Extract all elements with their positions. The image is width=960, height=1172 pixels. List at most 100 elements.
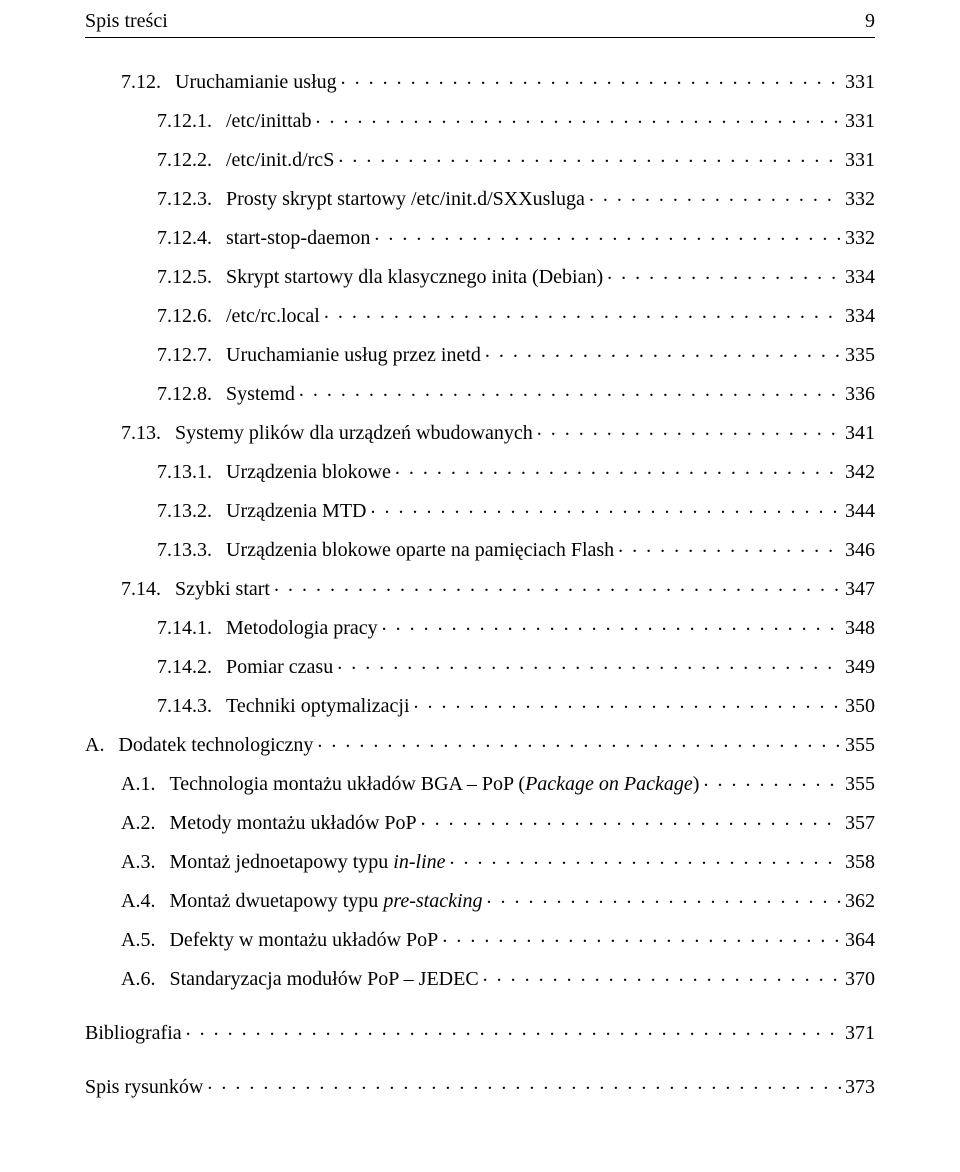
toc-title: start-stop-daemon (226, 228, 370, 248)
toc-leader-dots (367, 497, 846, 517)
toc-leader-dots (312, 107, 845, 127)
toc-page: 355 (845, 735, 875, 755)
toc-leader-dots (337, 68, 845, 88)
toc-entry: 7.13. Systemy plików dla urządzeń wbudowa… (85, 419, 875, 443)
toc-leader-dots (391, 458, 845, 478)
toc-number: A.6. (121, 969, 155, 989)
toc-title: Bibliografia (85, 1023, 182, 1043)
toc-number: 7.13. (121, 423, 161, 443)
toc-entry: A.6.Standaryzacja modułów PoP – JEDEC370 (85, 965, 875, 989)
toc-entry: A.5.Defekty w montażu układów PoP364 (85, 926, 875, 950)
toc-title: Standaryzacja modułów PoP – JEDEC (169, 969, 478, 989)
toc-page: 331 (845, 150, 875, 170)
toc-page: 348 (845, 618, 875, 638)
toc-entry: 7.12.8.Systemd336 (85, 380, 875, 404)
toc-title-fragment: Technologia montażu układów BGA – PoP ( (169, 773, 525, 795)
toc-title: /etc/inittab (226, 111, 312, 131)
toc-leader-dots (533, 419, 845, 439)
toc-entry: Bibliografia 371 (85, 1019, 875, 1043)
toc-leader-dots (203, 1073, 845, 1093)
toc-number: 7.14. (121, 579, 161, 599)
toc-page: 364 (845, 930, 875, 950)
toc-entry: 7.12.2. /etc/init.d/rcS 331 (85, 146, 875, 170)
toc-entry: 7.12.6./etc/rc.local334 (85, 302, 875, 326)
toc-entry: 7.14.3.Techniki optymalizacji350 (85, 692, 875, 716)
toc-page: 371 (845, 1023, 875, 1043)
toc-number: A.5. (121, 930, 155, 950)
toc-page: 335 (845, 345, 875, 365)
toc-leader-dots (320, 302, 845, 322)
toc-page: 357 (845, 813, 875, 833)
toc-title: Montaż jednoetapowy typu in-line (169, 852, 445, 872)
toc-page: 358 (845, 852, 875, 872)
toc-number: 7.13.2. (157, 501, 212, 521)
toc-title: Systemy plików dla urządzeń wbudowanych (175, 423, 533, 443)
toc-title-fragment: ) (693, 773, 700, 795)
toc-entry: 7.13.2.Urządzenia MTD344 (85, 497, 875, 521)
toc-title: Uruchamianie usług (175, 72, 337, 92)
toc-title: Montaż dwuetapowy typu pre-stacking (169, 891, 482, 911)
toc-leader-dots (333, 653, 845, 673)
toc-title: Urządzenia blokowe oparte na pamięciach … (226, 540, 614, 560)
toc-title-italic-fragment: in-line (393, 851, 445, 873)
toc-title: Urządzenia blokowe (226, 462, 391, 482)
toc-number: 7.12.7. (157, 345, 212, 365)
header-title: Spis treści (85, 10, 168, 33)
toc-entry: 7.12.4.start-stop-daemon332 (85, 224, 875, 248)
header-page-number: 9 (865, 10, 875, 33)
toc-page: 373 (845, 1077, 875, 1097)
toc-entry: 7.14.Szybki start347 (85, 575, 875, 599)
toc-entry: 7.12.1./etc/inittab331 (85, 107, 875, 131)
toc-leader-dots (585, 185, 845, 205)
toc-leader-dots (479, 965, 845, 985)
toc-entry: 7.14.1. Metodologia pracy 348 (85, 614, 875, 638)
toc-number: 7.14.2. (157, 657, 212, 677)
toc-title: /etc/rc.local (226, 306, 320, 326)
toc-title: /etc/init.d/rcS (226, 150, 334, 170)
toc-number: A.4. (121, 891, 155, 911)
toc-title-fragment: Montaż dwuetapowy typu (169, 890, 383, 912)
toc-title: Skrypt startowy dla klasycznego inita (D… (226, 267, 603, 287)
toc-entry: 7.12.5.Skrypt startowy dla klasycznego i… (85, 263, 875, 287)
toc-title: Dodatek technologiczny (118, 735, 313, 755)
toc-leader-dots (313, 731, 845, 751)
toc-leader-dots (334, 146, 845, 166)
toc-title: Metody montażu układów PoP (169, 813, 416, 833)
toc-entry: 7.14.2.Pomiar czasu349 (85, 653, 875, 677)
toc-leader-dots (699, 770, 845, 790)
toc-page: 332 (845, 189, 875, 209)
toc-title-fragment: Montaż jednoetapowy typu (169, 851, 393, 873)
toc-number: 7.12.8. (157, 384, 212, 404)
toc-number: A.2. (121, 813, 155, 833)
toc-page: 362 (845, 891, 875, 911)
toc-leader-dots (483, 887, 845, 907)
toc-title: Metodologia pracy (226, 618, 378, 638)
toc-page: 341 (845, 423, 875, 443)
toc-entry: A.2. Metody montażu układów PoP 357 (85, 809, 875, 833)
toc-page: 334 (845, 306, 875, 326)
toc-entry: A.4. Montaż dwuetapowy typu pre-stacking 3… (85, 887, 875, 911)
toc-leader-dots (182, 1019, 845, 1039)
toc-number: 7.12.2. (157, 150, 212, 170)
toc-entry: 7.12.Uruchamianie usług331 (85, 68, 875, 92)
toc-page: 347 (845, 579, 875, 599)
toc-entry: 7.13.1.Urządzenia blokowe342 (85, 458, 875, 482)
toc-page: 332 (845, 228, 875, 248)
toc-title: Spis rysunków (85, 1077, 203, 1097)
toc-page: 334 (845, 267, 875, 287)
page-container: Spis treści 9 7.12.Uruchamianie usług331… (0, 0, 960, 1172)
toc-number: 7.13.1. (157, 462, 212, 482)
toc-title: Uruchamianie usług przez inetd (226, 345, 481, 365)
toc-number: A.3. (121, 852, 155, 872)
toc-leader-dots (438, 926, 845, 946)
toc-number: 7.14.1. (157, 618, 212, 638)
toc-number: 7.12.1. (157, 111, 212, 131)
toc-page: 336 (845, 384, 875, 404)
toc-leader-dots (270, 575, 845, 595)
toc-entry: Spis rysunków 373 (85, 1073, 875, 1097)
toc-entry: A.1.Technologia montażu układów BGA – Po… (85, 770, 875, 794)
toc-leader-dots (446, 848, 845, 868)
toc-leader-dots (603, 263, 845, 283)
toc-number: 7.14.3. (157, 696, 212, 716)
toc-page: 355 (845, 774, 875, 794)
